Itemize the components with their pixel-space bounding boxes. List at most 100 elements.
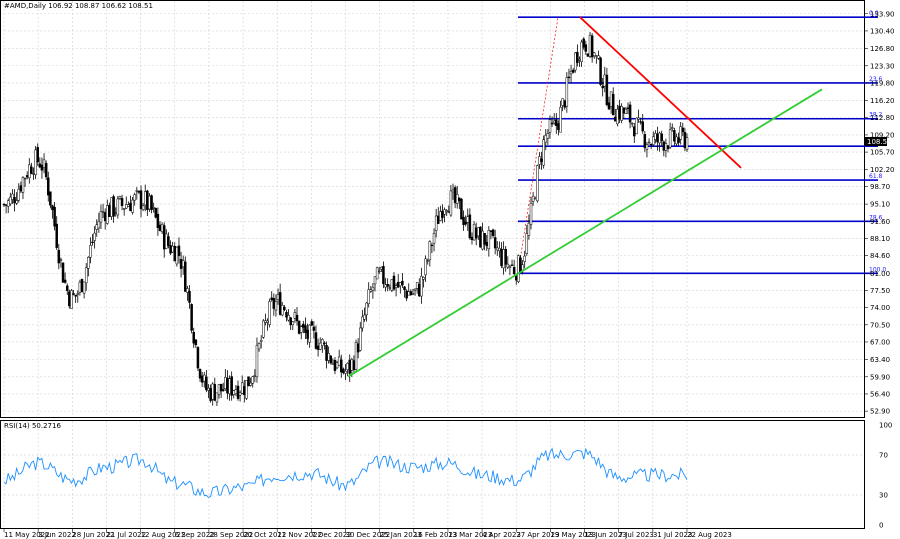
candle bbox=[662, 140, 666, 157]
candle bbox=[112, 194, 115, 223]
candle bbox=[660, 130, 663, 147]
candle bbox=[116, 195, 120, 219]
grid bbox=[0, 1, 865, 529]
candle bbox=[403, 285, 406, 298]
candle bbox=[262, 318, 265, 339]
price-panel-frame bbox=[0, 0, 865, 418]
candle bbox=[504, 245, 507, 272]
candle bbox=[643, 130, 647, 153]
candle bbox=[628, 101, 632, 129]
candle bbox=[63, 272, 67, 284]
candle bbox=[297, 320, 301, 335]
candle bbox=[42, 153, 46, 174]
candle bbox=[122, 207, 126, 216]
candle bbox=[61, 262, 65, 283]
candle bbox=[512, 259, 516, 277]
candle bbox=[295, 307, 299, 326]
candle bbox=[477, 227, 480, 241]
candle bbox=[289, 316, 292, 331]
candle bbox=[344, 364, 347, 381]
candle bbox=[171, 241, 174, 253]
candle bbox=[673, 127, 676, 146]
candle bbox=[118, 195, 122, 200]
candle bbox=[2, 203, 6, 207]
candle bbox=[624, 106, 628, 114]
candle bbox=[228, 375, 231, 401]
candle bbox=[243, 379, 246, 403]
candle bbox=[407, 283, 410, 296]
candle bbox=[131, 197, 134, 215]
candle bbox=[232, 389, 236, 399]
candle bbox=[205, 369, 208, 393]
rsi-tick-label: 30 bbox=[879, 492, 888, 500]
candle bbox=[641, 113, 644, 134]
candle bbox=[36, 143, 39, 166]
candle bbox=[114, 207, 117, 217]
time-tick-label: 6 Sep 2022 bbox=[175, 531, 215, 539]
rsi-tick-label: 70 bbox=[879, 452, 888, 460]
candle bbox=[563, 99, 566, 110]
candle bbox=[188, 285, 191, 309]
candle bbox=[247, 376, 250, 387]
candle bbox=[78, 279, 82, 296]
candle bbox=[264, 313, 267, 326]
candle bbox=[80, 278, 84, 293]
time-tick-label: 4 Apr 2023 bbox=[482, 531, 521, 539]
rsi-tick-label: 100 bbox=[879, 422, 892, 430]
candle bbox=[318, 337, 322, 351]
time-tick-label: 30 Dec 2022 bbox=[346, 531, 391, 539]
price-tick-label: 105.70 bbox=[870, 149, 895, 157]
candle bbox=[531, 191, 535, 206]
resistance-trendline bbox=[579, 16, 742, 169]
rsi-line bbox=[3, 447, 688, 498]
price-tick-label: 70.50 bbox=[870, 321, 890, 329]
candle bbox=[87, 256, 90, 277]
candle bbox=[493, 229, 497, 255]
candle bbox=[647, 138, 651, 145]
candle bbox=[533, 196, 537, 200]
candle bbox=[607, 96, 611, 111]
candle bbox=[527, 214, 531, 240]
candle bbox=[44, 160, 48, 181]
candle bbox=[106, 199, 109, 225]
candle bbox=[384, 277, 387, 292]
candle bbox=[82, 281, 86, 299]
candle bbox=[365, 302, 368, 322]
candle bbox=[346, 362, 349, 377]
candle bbox=[479, 226, 482, 248]
candle bbox=[156, 207, 160, 236]
candle bbox=[257, 342, 261, 352]
candle bbox=[150, 194, 153, 214]
candle bbox=[6, 198, 10, 214]
rsi-tick-label: 0 bbox=[879, 522, 883, 530]
candle bbox=[540, 151, 543, 170]
candle bbox=[133, 192, 136, 206]
candle bbox=[483, 233, 486, 251]
candle bbox=[184, 256, 187, 292]
candle bbox=[337, 349, 341, 367]
candle bbox=[592, 51, 596, 59]
candle bbox=[487, 226, 491, 257]
candle bbox=[40, 157, 44, 179]
candle bbox=[93, 226, 96, 249]
candle bbox=[23, 177, 27, 187]
candle bbox=[84, 263, 88, 291]
candle bbox=[460, 198, 463, 220]
candle bbox=[120, 194, 124, 211]
candle bbox=[677, 132, 680, 146]
candle bbox=[536, 164, 539, 203]
candle bbox=[675, 133, 678, 147]
candle bbox=[101, 203, 105, 219]
time-tick-label: 7 Dec 2022 bbox=[311, 531, 351, 539]
candle bbox=[146, 189, 149, 217]
rsi-axis: 100 70 30 0 bbox=[879, 422, 892, 530]
candle bbox=[664, 138, 668, 158]
candle bbox=[430, 242, 434, 254]
price-tick-label: 88.10 bbox=[870, 235, 890, 243]
time-tick-label: 11 May 2022 bbox=[4, 531, 50, 539]
candle bbox=[468, 208, 472, 240]
candle bbox=[110, 197, 113, 221]
candle bbox=[95, 219, 99, 237]
candle bbox=[25, 171, 29, 180]
